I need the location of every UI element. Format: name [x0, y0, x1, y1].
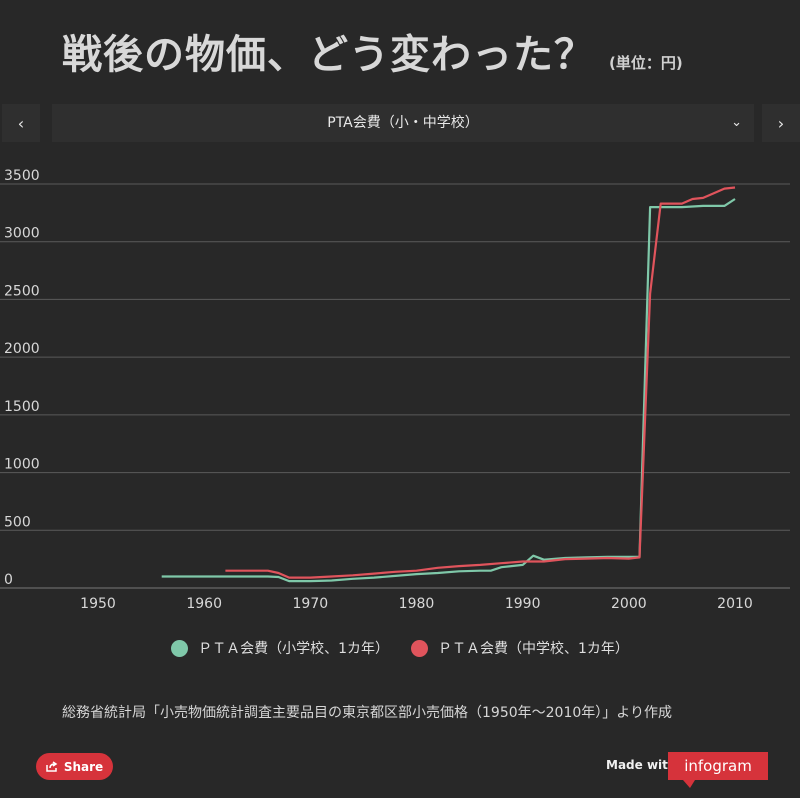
x-tick-label: 1990: [505, 596, 541, 612]
x-tick-label: 1980: [399, 596, 435, 612]
share-label: Share: [63, 759, 104, 774]
legend-label: ＰＴＡ会費（中学校、1カ年）: [438, 641, 629, 657]
next-chart-button[interactable]: ›: [762, 104, 800, 142]
y-tick-label: 1000: [4, 457, 40, 473]
y-tick-label: 2000: [4, 341, 40, 357]
logo-tail: [683, 780, 695, 788]
legend-swatch: [411, 639, 428, 657]
y-tick-label: 0: [4, 572, 13, 588]
legend-swatch: [171, 639, 189, 657]
y-tick-label: 3000: [4, 226, 40, 242]
chevron-right-icon: ›: [777, 113, 785, 133]
chevron-left-icon: ‹: [17, 113, 25, 133]
unit-label: (単位：円): [609, 54, 683, 72]
legend-item-junior-high[interactable]: ＰＴＡ会費（中学校、1カ年）: [411, 638, 629, 658]
y-tick-label: 3500: [4, 168, 40, 184]
y-tick-label: 2500: [4, 283, 40, 299]
source-note: 総務省統計局「小売物価統計調査主要品目の東京都区部小売価格（1950年〜2010…: [62, 705, 672, 721]
x-tick-label: 1970: [293, 596, 329, 612]
legend-item-elementary[interactable]: ＰＴＡ会費（小学校、1カ年）: [171, 638, 389, 658]
share-icon: [46, 761, 58, 772]
series-line-1: [225, 186, 736, 579]
x-tick-label: 2010: [717, 596, 753, 612]
legend-label: ＰＴＡ会費（小学校、1カ年）: [198, 641, 389, 657]
previous-chart-button[interactable]: ‹: [2, 104, 40, 142]
y-tick-label: 1500: [4, 399, 40, 415]
x-tick-label: 1960: [186, 596, 222, 612]
series-line-0: [161, 198, 736, 583]
x-tick-label: 2000: [611, 596, 647, 612]
chart-selector-value: PTA会費（小・中学校）: [327, 115, 479, 131]
legend: ＰＴＡ会費（小学校、1カ年） ＰＴＡ会費（中学校、1カ年）: [0, 638, 800, 658]
made-with-label: Made with: [606, 758, 677, 772]
page-title: 戦後の物価、どう変わった？: [62, 32, 595, 78]
chevron-down-icon: ⌄: [731, 115, 742, 130]
chart-selector-dropdown[interactable]: PTA会費（小・中学校） ⌄: [52, 104, 754, 142]
share-button[interactable]: Share: [36, 753, 113, 780]
line-chart: 0 500 1000 1500 2000 2500 3000 3500 1950 1960 1970…: [0, 168, 790, 612]
infogram-logo[interactable]: infogram: [668, 752, 768, 780]
title-row: 戦後の物価、どう変わった？ (単位：円): [62, 22, 683, 80]
y-tick-label: 500: [4, 514, 31, 530]
x-tick-label: 1950: [80, 596, 116, 612]
